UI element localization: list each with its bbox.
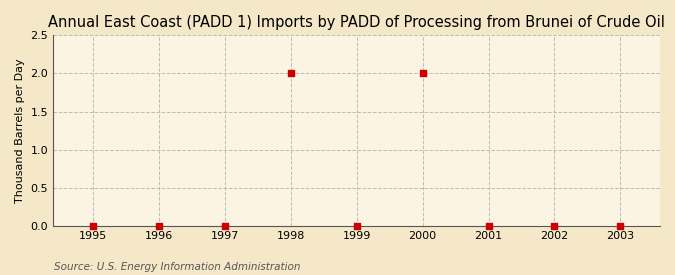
Point — [615, 224, 626, 228]
Point — [549, 224, 560, 228]
Point — [417, 71, 428, 76]
Title: Annual East Coast (PADD 1) Imports by PADD of Processing from Brunei of Crude Oi: Annual East Coast (PADD 1) Imports by PA… — [48, 15, 665, 30]
Point — [351, 224, 362, 228]
Point — [87, 224, 98, 228]
Text: Source: U.S. Energy Information Administration: Source: U.S. Energy Information Administ… — [54, 262, 300, 272]
Point — [483, 224, 494, 228]
Point — [219, 224, 230, 228]
Point — [153, 224, 164, 228]
Point — [286, 71, 296, 76]
Y-axis label: Thousand Barrels per Day: Thousand Barrels per Day — [15, 58, 25, 203]
